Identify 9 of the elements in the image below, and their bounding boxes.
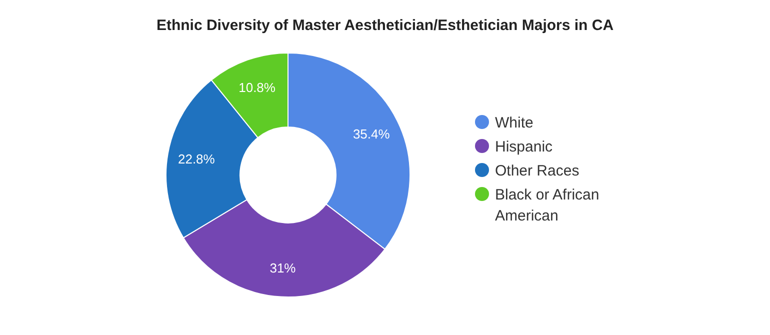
data-label: 22.8% bbox=[178, 151, 216, 166]
data-label: 31% bbox=[270, 260, 296, 276]
legend-label: White bbox=[495, 114, 534, 132]
data-label: 35.4% bbox=[352, 126, 390, 142]
chart-title: Ethnic Diversity of Master Aesthetician/Esthetician Majors in CA bbox=[156, 17, 614, 34]
legend-label: Hispanic bbox=[495, 138, 554, 156]
legend-label: Other Races bbox=[495, 162, 580, 180]
legend-label: Black or African American bbox=[495, 186, 600, 224]
data-label: 10.8% bbox=[238, 80, 276, 95]
